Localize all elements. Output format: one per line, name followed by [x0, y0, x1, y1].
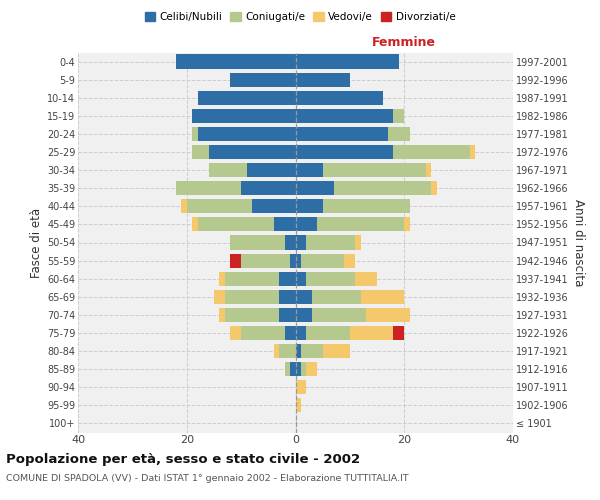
Bar — [290, 362, 296, 376]
Bar — [197, 218, 274, 232]
Bar — [209, 145, 296, 159]
Bar — [247, 163, 296, 177]
Y-axis label: Anni di nascita: Anni di nascita — [572, 199, 586, 286]
Bar — [225, 272, 279, 285]
Bar — [220, 272, 225, 285]
Y-axis label: Fasce di età: Fasce di età — [29, 208, 43, 278]
Bar — [197, 127, 296, 141]
Bar — [296, 200, 323, 213]
Bar — [279, 272, 296, 285]
Bar — [312, 290, 361, 304]
Bar — [388, 127, 410, 141]
Bar — [296, 181, 334, 196]
Text: Femmine: Femmine — [372, 36, 436, 49]
Bar — [355, 236, 361, 250]
Bar — [323, 344, 350, 358]
Bar — [214, 290, 225, 304]
Bar — [323, 200, 410, 213]
Bar — [296, 218, 317, 232]
Bar — [274, 344, 279, 358]
Bar — [284, 236, 296, 250]
Bar — [197, 90, 296, 105]
Bar — [307, 236, 355, 250]
Bar — [176, 181, 241, 196]
Bar — [431, 181, 437, 196]
Bar — [296, 344, 301, 358]
Bar — [220, 308, 225, 322]
Bar — [350, 326, 394, 340]
Bar — [181, 200, 187, 213]
Bar — [301, 362, 307, 376]
Bar — [225, 308, 279, 322]
Bar — [312, 308, 366, 322]
Bar — [296, 272, 307, 285]
Bar — [192, 218, 197, 232]
Bar — [279, 290, 296, 304]
Bar — [241, 181, 296, 196]
Bar — [394, 145, 470, 159]
Bar — [404, 218, 410, 232]
Bar — [241, 326, 284, 340]
Bar — [426, 163, 431, 177]
Bar — [296, 380, 307, 394]
Bar — [296, 54, 399, 68]
Bar — [296, 254, 301, 268]
Bar — [307, 326, 350, 340]
Bar — [296, 326, 307, 340]
Bar — [230, 326, 241, 340]
Bar — [301, 344, 323, 358]
Bar — [296, 163, 323, 177]
Bar — [279, 344, 296, 358]
Bar — [192, 145, 209, 159]
Bar — [274, 218, 296, 232]
Bar — [279, 308, 296, 322]
Bar — [394, 326, 404, 340]
Bar — [323, 163, 426, 177]
Bar — [301, 254, 344, 268]
Bar — [296, 362, 301, 376]
Bar — [296, 109, 394, 123]
Bar — [225, 290, 279, 304]
Bar — [230, 254, 241, 268]
Bar — [366, 308, 410, 322]
Bar — [176, 54, 296, 68]
Bar — [296, 236, 307, 250]
Bar — [284, 362, 290, 376]
Bar — [344, 254, 355, 268]
Bar — [296, 290, 312, 304]
Legend: Celibi/Nubili, Coniugati/e, Vedovi/e, Divorziati/e: Celibi/Nubili, Coniugati/e, Vedovi/e, Di… — [140, 8, 460, 26]
Bar — [192, 127, 197, 141]
Text: Popolazione per età, sesso e stato civile - 2002: Popolazione per età, sesso e stato civil… — [6, 452, 360, 466]
Text: COMUNE DI SPADOLA (VV) - Dati ISTAT 1° gennaio 2002 - Elaborazione TUTTITALIA.IT: COMUNE DI SPADOLA (VV) - Dati ISTAT 1° g… — [6, 474, 409, 483]
Bar — [296, 308, 312, 322]
Bar — [192, 109, 296, 123]
Bar — [290, 254, 296, 268]
Bar — [296, 398, 301, 412]
Bar — [361, 290, 404, 304]
Bar — [355, 272, 377, 285]
Bar — [296, 145, 394, 159]
Bar — [307, 362, 317, 376]
Bar — [284, 326, 296, 340]
Bar — [296, 72, 350, 86]
Bar — [230, 236, 284, 250]
Bar — [296, 90, 383, 105]
Bar — [394, 109, 404, 123]
Bar — [230, 72, 296, 86]
Bar — [241, 254, 290, 268]
Bar — [209, 163, 247, 177]
Bar — [317, 218, 404, 232]
Bar — [296, 127, 388, 141]
Bar — [307, 272, 355, 285]
Bar — [187, 200, 252, 213]
Bar — [334, 181, 431, 196]
Bar — [252, 200, 296, 213]
Bar — [470, 145, 475, 159]
